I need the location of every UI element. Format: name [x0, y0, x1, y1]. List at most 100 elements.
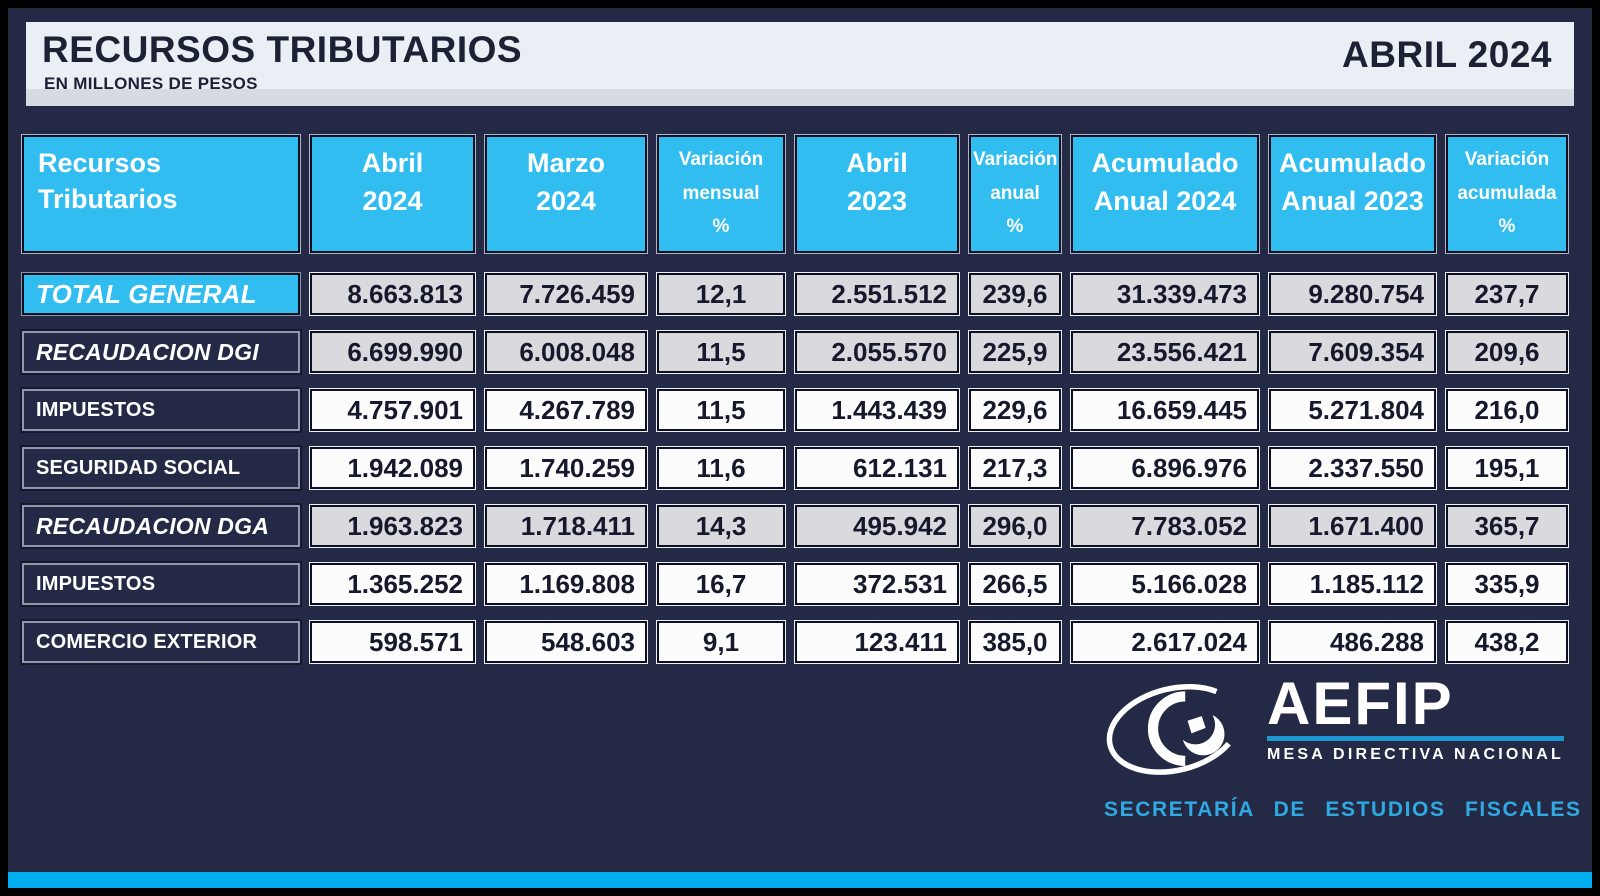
value-cell: 612.131: [795, 447, 959, 489]
corner-header-line2: Tributarios: [38, 184, 178, 215]
value-cell: 239,6: [969, 273, 1061, 315]
row-label: COMERCIO EXTERIOR: [22, 621, 300, 663]
column-header-acumulado-anual-2024: Acumulado Anual 2024: [1071, 135, 1259, 253]
column-header-variacion-acumulada: Variación acumulada%: [1446, 135, 1568, 253]
table-header-row: Recursos Tributarios Abril 2024 Marzo 2024 V…: [22, 135, 1568, 253]
column-header-line: %: [712, 216, 730, 238]
table-row: IMPUESTOS 1.365.252 1.169.808 16,7 372.531 26…: [22, 563, 1568, 605]
value-cell: 548.603: [485, 621, 647, 663]
value-cell: 365,7: [1446, 505, 1568, 547]
column-header-line: Abril: [361, 148, 424, 178]
value-cell: 8.663.813: [310, 273, 475, 315]
value-cell: 23.556.421: [1071, 331, 1259, 373]
value-cell: 2.617.024: [1071, 621, 1259, 663]
aefip-mesa-directiva: MESA DIRECTIVA NACIONAL: [1266, 746, 1564, 763]
page-title: RECURSOS TRIBUTARIOS: [42, 29, 523, 70]
value-cell: 123.411: [795, 621, 959, 663]
value-cell: 31.339.473: [1071, 273, 1259, 315]
row-label: RECAUDACION DGA: [22, 505, 300, 547]
value-cell: 4.757.901: [310, 389, 475, 431]
value-cell: 1.443.439: [795, 389, 959, 431]
column-header-recursos-tributarios: Recursos Tributarios: [22, 135, 300, 253]
value-cell: 2.055.570: [795, 331, 959, 373]
value-cell: 7.726.459: [485, 273, 647, 315]
table-row: COMERCIO EXTERIOR 598.571 548.603 9,1 123.41…: [22, 621, 1568, 663]
footer-accent-bar: [8, 872, 1592, 888]
column-header-line: Variación: [1464, 149, 1550, 170]
column-header-line: Marzo: [526, 148, 605, 178]
row-label: RECAUDACION DGI: [22, 331, 300, 373]
value-cell: 6.896.976: [1071, 447, 1259, 489]
column-header-abril-2024: Abril 2024: [310, 135, 475, 253]
value-cell: 2.337.550: [1269, 447, 1436, 489]
value-cell: 16.659.445: [1071, 389, 1259, 431]
value-cell: 229,6: [969, 389, 1061, 431]
value-cell: 11,5: [657, 331, 785, 373]
value-cell: 195,1: [1446, 447, 1568, 489]
column-header-line: Acumulado: [1091, 148, 1239, 178]
aefip-secretaria: SECRETARÍA DE ESTUDIOS FISCALES: [1104, 798, 1582, 821]
value-cell: 1.963.823: [310, 505, 475, 547]
value-cell: 335,9: [1446, 563, 1568, 605]
row-label: IMPUESTOS: [22, 563, 300, 605]
value-cell: 4.267.789: [485, 389, 647, 431]
value-cell: 5.166.028: [1071, 563, 1259, 605]
column-header-variacion-anual: Variación anual%: [969, 135, 1061, 253]
value-cell: 486.288: [1269, 621, 1436, 663]
value-cell: 7.609.354: [1269, 331, 1436, 373]
column-header-line: Acumulado: [1278, 148, 1426, 178]
column-header-line: %: [1006, 216, 1024, 238]
column-header-line: Anual 2024: [1093, 185, 1237, 216]
value-cell: 217,3: [969, 447, 1061, 489]
column-header-line: Variación: [678, 149, 764, 170]
value-cell: 225,9: [969, 331, 1061, 373]
row-label: IMPUESTOS: [22, 389, 300, 431]
corner-header-line1: Recursos: [38, 148, 162, 178]
column-header-abril-2023: Abril 2023: [795, 135, 959, 253]
value-cell: 14,3: [657, 505, 785, 547]
table-row: TOTAL GENERAL 8.663.813 7.726.459 12,1 2.551…: [22, 273, 1568, 315]
table-body: TOTAL GENERAL 8.663.813 7.726.459 12,1 2.551…: [22, 273, 1568, 679]
column-header-line: 2024: [535, 185, 597, 216]
column-header-acumulado-anual-2023: Acumulado Anual 2023: [1269, 135, 1436, 253]
value-cell: 12,1: [657, 273, 785, 315]
aefip-logo-top: AEFIP MESA DIRECTIVA NACIONAL: [1104, 672, 1564, 786]
column-header-line: 2023: [846, 185, 908, 216]
value-cell: 1.942.089: [310, 447, 475, 489]
value-cell: 1.740.259: [485, 447, 647, 489]
value-cell: 372.531: [795, 563, 959, 605]
column-header-line: Abril: [846, 148, 908, 178]
value-cell: 5.271.804: [1269, 389, 1436, 431]
value-cell: 438,2: [1446, 621, 1568, 663]
value-cell: 7.783.052: [1071, 505, 1259, 547]
table-row: RECAUDACION DGA 1.963.823 1.718.411 14,3 495…: [22, 505, 1568, 547]
value-cell: 1.365.252: [310, 563, 475, 605]
value-cell: 9,1: [657, 621, 785, 663]
value-cell: 1.718.411: [485, 505, 647, 547]
column-header-variacion-mensual: Variación mensual%: [657, 135, 785, 253]
table-row: IMPUESTOS 4.757.901 4.267.789 11,5 1.443.439…: [22, 389, 1568, 431]
report-period: ABRIL 2024: [1342, 34, 1552, 75]
value-cell: 11,5: [657, 389, 785, 431]
table-row: RECAUDACION DGI 6.699.990 6.008.048 11,5 2.0…: [22, 331, 1568, 373]
value-cell: 11,6: [657, 447, 785, 489]
value-cell: 6.008.048: [485, 331, 647, 373]
column-header-marzo-2024: Marzo 2024: [485, 135, 647, 253]
value-cell: 237,7: [1446, 273, 1568, 315]
value-cell: 1.185.112: [1269, 563, 1436, 605]
value-cell: 2.551.512: [795, 273, 959, 315]
header-band: RECURSOS TRIBUTARIOS EN MILLONES DE PESO…: [26, 22, 1574, 106]
column-header-line: Anual 2023: [1281, 185, 1424, 216]
value-cell: 216,0: [1446, 389, 1568, 431]
value-cell: 6.699.990: [310, 331, 475, 373]
value-cell: 598.571: [310, 621, 475, 663]
value-cell: 385,0: [969, 621, 1061, 663]
column-header-line: mensual: [682, 182, 760, 204]
value-cell: 266,5: [969, 563, 1061, 605]
value-cell: 9.280.754: [1269, 273, 1436, 315]
value-cell: 296,0: [969, 505, 1061, 547]
row-label: TOTAL GENERAL: [22, 273, 300, 315]
column-header-line: 2024: [362, 185, 423, 216]
row-label: SEGURIDAD SOCIAL: [22, 447, 300, 489]
